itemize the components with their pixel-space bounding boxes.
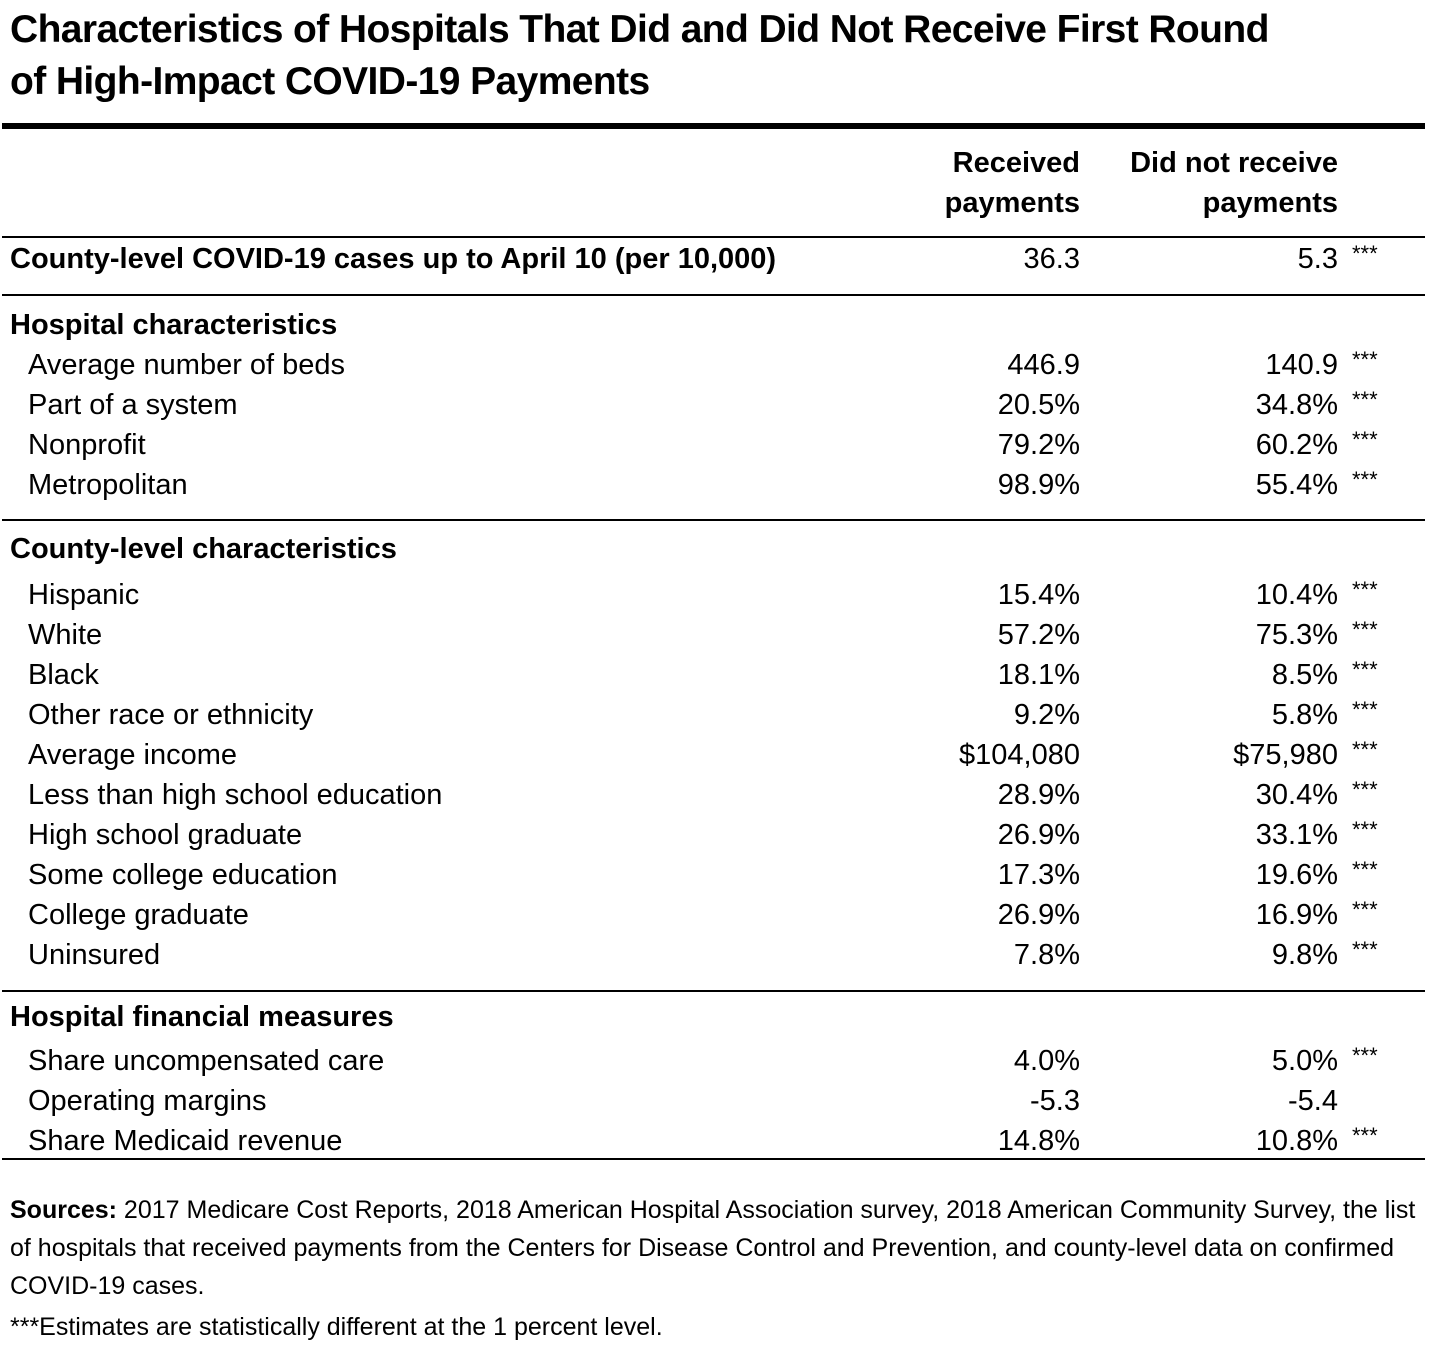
row-label: County-level COVID-19 cases up to April … bbox=[10, 243, 777, 275]
not-received-value: 5.0% bbox=[1271, 1045, 1338, 1077]
not-received-value: 75.3% bbox=[1255, 619, 1338, 651]
not-received-value: 30.4% bbox=[1255, 779, 1338, 811]
sources-note: Sources: 2017 Medicare Cost Reports, 201… bbox=[10, 1191, 1420, 1305]
received-value: 26.9% bbox=[997, 899, 1080, 931]
row-label: Share uncompensated care bbox=[28, 1045, 385, 1077]
significance-marker: *** bbox=[1352, 817, 1378, 842]
row-label: Some college education bbox=[28, 859, 338, 891]
significance-marker: *** bbox=[1352, 697, 1378, 722]
not-received-value: 5.8% bbox=[1271, 699, 1338, 731]
row-label: Less than high school education bbox=[28, 779, 443, 811]
row-label: Operating margins bbox=[28, 1085, 267, 1117]
received-value: 79.2% bbox=[997, 429, 1080, 461]
received-value: 4.0% bbox=[1013, 1045, 1080, 1077]
title-line-1: Characteristics of Hospitals That Did an… bbox=[10, 8, 1269, 51]
row-label: Uninsured bbox=[28, 939, 161, 971]
sources-text: 2017 Medicare Cost Reports, 2018 America… bbox=[10, 1196, 1416, 1300]
row-label: College graduate bbox=[28, 899, 249, 931]
section-heading-hospital: Hospital characteristics bbox=[10, 309, 338, 341]
received-value: $104,080 bbox=[959, 739, 1080, 771]
received-value: 98.9% bbox=[997, 469, 1080, 501]
row-label: Nonprofit bbox=[28, 429, 146, 461]
not-received-value: $75,980 bbox=[1233, 739, 1338, 771]
not-received-value: 5.3 bbox=[1297, 243, 1338, 275]
row-label: Metropolitan bbox=[28, 469, 188, 501]
not-received-value: 8.5% bbox=[1271, 659, 1338, 691]
significance-marker: *** bbox=[1352, 857, 1378, 882]
significance-marker: *** bbox=[1352, 897, 1378, 922]
row-label: Other race or ethnicity bbox=[28, 699, 314, 731]
significance-marker: *** bbox=[1352, 617, 1378, 642]
received-value: 36.3 bbox=[1023, 243, 1080, 275]
not-received-value: 140.9 bbox=[1265, 349, 1338, 381]
received-value: 20.5% bbox=[997, 389, 1080, 421]
not-received-value: 55.4% bbox=[1255, 469, 1338, 501]
table-title: Characteristics of Hospitals That Did an… bbox=[10, 4, 1410, 108]
significance-marker: *** bbox=[1352, 387, 1378, 412]
row-label: White bbox=[28, 619, 103, 651]
significance-marker: *** bbox=[1352, 577, 1378, 602]
received-value: 15.4% bbox=[997, 579, 1080, 611]
not-received-value: -5.4 bbox=[1288, 1085, 1338, 1117]
not-received-value: 10.4% bbox=[1255, 579, 1338, 611]
row-label: Black bbox=[28, 659, 99, 691]
not-received-value: 34.8% bbox=[1255, 389, 1338, 421]
bottom-rule bbox=[2, 1158, 1425, 1160]
section-divider bbox=[2, 294, 1425, 296]
received-value: 57.2% bbox=[997, 619, 1080, 651]
significance-marker: *** bbox=[1352, 467, 1378, 492]
received-value: 7.8% bbox=[1013, 939, 1080, 971]
top-rule bbox=[2, 123, 1425, 129]
not-received-value: 60.2% bbox=[1255, 429, 1338, 461]
significance-marker: *** bbox=[1352, 1123, 1378, 1148]
section-heading-financial: Hospital financial measures bbox=[10, 1001, 394, 1033]
significance-marker: *** bbox=[1352, 241, 1378, 266]
not-received-value: 9.8% bbox=[1271, 939, 1338, 971]
section-heading-county: County-level characteristics bbox=[10, 533, 397, 565]
title-line-2: of High-Impact COVID-19 Payments bbox=[10, 60, 650, 103]
section-divider bbox=[2, 519, 1425, 521]
significance-marker: *** bbox=[1352, 657, 1378, 682]
received-value: 14.8% bbox=[997, 1125, 1080, 1157]
significance-marker: *** bbox=[1352, 347, 1378, 372]
received-value: 9.2% bbox=[1013, 699, 1080, 731]
row-label: Average income bbox=[28, 739, 238, 771]
column-header-not-received: Did not receive payments bbox=[1130, 147, 1338, 219]
received-value: -5.3 bbox=[1030, 1085, 1080, 1117]
not-received-value: 16.9% bbox=[1255, 899, 1338, 931]
row-label: High school graduate bbox=[28, 819, 303, 851]
received-value: 17.3% bbox=[997, 859, 1080, 891]
section-divider bbox=[2, 990, 1425, 992]
significance-marker: *** bbox=[1352, 1043, 1378, 1068]
significance-marker: *** bbox=[1352, 737, 1378, 762]
row-label: Hispanic bbox=[28, 579, 140, 611]
received-value: 18.1% bbox=[997, 659, 1080, 691]
significance-marker: *** bbox=[1352, 777, 1378, 802]
significance-marker: *** bbox=[1352, 937, 1378, 962]
significance-note: ***Estimates are statistically different… bbox=[10, 1313, 663, 1341]
row-label: Average number of beds bbox=[28, 349, 346, 381]
column-header-received: Received payments bbox=[944, 147, 1080, 219]
not-received-value: 10.8% bbox=[1255, 1125, 1338, 1157]
not-received-value: 33.1% bbox=[1255, 819, 1338, 851]
received-value: 28.9% bbox=[997, 779, 1080, 811]
row-label: Part of a system bbox=[28, 389, 238, 421]
received-value: 26.9% bbox=[997, 819, 1080, 851]
row-label: Share Medicaid revenue bbox=[28, 1125, 343, 1157]
header-rule bbox=[2, 236, 1425, 238]
received-value: 446.9 bbox=[1007, 349, 1080, 381]
significance-marker: *** bbox=[1352, 427, 1378, 452]
sources-label: Sources: bbox=[10, 1196, 117, 1224]
not-received-value: 19.6% bbox=[1255, 859, 1338, 891]
